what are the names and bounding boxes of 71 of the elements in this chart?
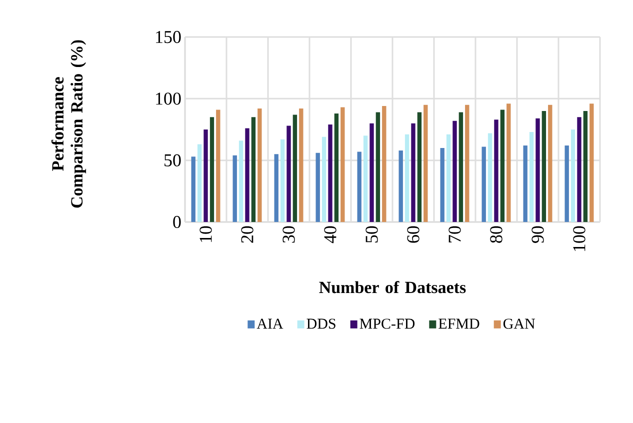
bar	[458, 112, 464, 222]
bar	[465, 104, 470, 222]
bar	[299, 108, 304, 222]
bar	[316, 152, 320, 222]
bar	[286, 126, 291, 222]
x-tick-label: 20	[241, 226, 254, 243]
x-tick-label: 30	[282, 226, 295, 243]
bar	[542, 110, 546, 222]
bar	[245, 128, 250, 222]
bar	[536, 118, 540, 222]
y-tick-label: 150	[156, 30, 181, 44]
bar	[404, 134, 410, 222]
x-tick-label: 70	[448, 226, 461, 242]
bar	[590, 104, 594, 222]
bar	[529, 132, 534, 222]
bar	[191, 156, 196, 222]
bar	[328, 124, 332, 222]
y-tick-label: 100	[156, 92, 181, 105]
bar	[210, 117, 214, 222]
x-tick-label: 100	[573, 226, 586, 251]
legend-label: DDS	[306, 318, 336, 329]
bar	[452, 120, 457, 222]
bar	[398, 150, 403, 222]
legend-label: AIA	[256, 318, 284, 329]
bar	[376, 112, 380, 222]
bar	[280, 139, 285, 222]
x-axis-title: Number of Datsaets	[319, 281, 466, 294]
bar	[238, 140, 244, 222]
bar	[583, 110, 588, 222]
legend-label: GAN	[503, 318, 535, 329]
legend-label: EFMD	[438, 318, 480, 329]
x-tick-label: 10	[200, 226, 212, 242]
x-tick-label: 50	[366, 226, 378, 242]
bar	[340, 107, 345, 222]
bar	[411, 123, 416, 222]
x-tick-label: 60	[407, 226, 420, 243]
bar	[216, 110, 220, 222]
bar	[446, 134, 451, 222]
y-tick-label: 0	[173, 216, 181, 228]
bar	[523, 146, 528, 222]
bar	[570, 129, 576, 222]
bar	[548, 104, 552, 222]
bar	[494, 120, 498, 222]
bar	[292, 114, 298, 222]
bar	[204, 129, 208, 222]
bar	[251, 117, 256, 222]
bar	[258, 108, 262, 222]
bar	[370, 123, 374, 222]
legend-label: MPC-FD	[360, 318, 415, 329]
bar	[334, 113, 339, 222]
bar	[363, 136, 368, 222]
bar	[382, 106, 386, 222]
bar	[232, 155, 237, 222]
bar	[482, 146, 486, 222]
bar	[506, 104, 511, 222]
bar	[357, 152, 362, 222]
bar	[564, 146, 569, 222]
bar	[488, 133, 492, 222]
bar	[274, 154, 278, 222]
bar	[197, 144, 202, 222]
bar	[322, 136, 326, 222]
bar	[417, 112, 422, 222]
bar	[500, 110, 505, 222]
bar	[440, 148, 444, 222]
x-tick-label: 40	[324, 226, 336, 244]
bar	[577, 117, 582, 222]
bar	[424, 104, 428, 222]
x-tick-label: 80	[490, 226, 502, 243]
y-axis-title: Performance Comparison Ratio (%)	[51, 40, 86, 208]
x-tick-label: 90	[532, 226, 544, 243]
y-tick-label: 50	[164, 154, 181, 166]
